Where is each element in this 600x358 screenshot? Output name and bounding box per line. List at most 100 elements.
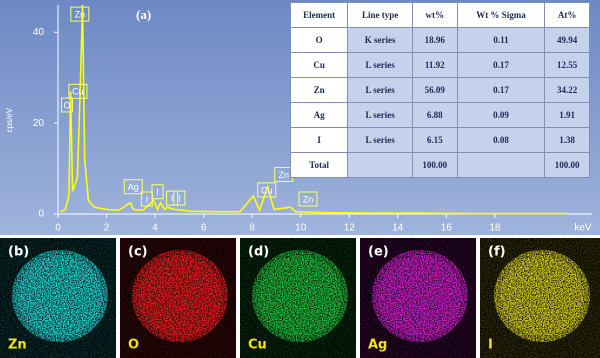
x-tick-label: 14: [392, 223, 404, 234]
annotation: Cu: [261, 185, 273, 195]
maps-panel: (b) Zn (c) O (d) Cu (e) Ag (f) I: [0, 238, 600, 358]
element-map: (d) Cu: [240, 238, 356, 358]
y-tick-label: 0: [38, 209, 44, 220]
element-map: (f) I: [480, 238, 600, 358]
table-cell: 1.91: [544, 102, 590, 128]
y-tick-label: 20: [33, 118, 45, 129]
map-particle-core: [18, 256, 102, 336]
table-cell: 0.11: [456, 27, 546, 53]
table-cell: L series: [347, 77, 413, 103]
table-cell: 0.17: [456, 52, 546, 78]
x-tick-label: 6: [201, 223, 207, 234]
annotation: I: [156, 187, 159, 197]
table-cell: 1.38: [544, 127, 590, 153]
map-element: Ag: [368, 338, 387, 353]
annotation: Cu: [72, 87, 84, 97]
table-cell: [347, 152, 413, 178]
table-cell: Total: [289, 152, 349, 178]
map-label: (f): [488, 245, 506, 260]
table-header-row: Element Line type wt% Wt % Sigma At%: [289, 2, 590, 28]
column-header: Element: [289, 2, 349, 28]
column-header: Line type: [347, 2, 413, 28]
map-element: Zn: [8, 338, 27, 353]
table-row: Total 100.00 100.00: [289, 152, 590, 178]
table-cell: 0.08: [456, 127, 546, 153]
map-label: (c): [128, 245, 148, 260]
annotation: Zn: [303, 194, 314, 204]
x-tick-label: 18: [489, 223, 501, 234]
map-particle-core: [138, 256, 222, 336]
annotation: Ag: [128, 182, 139, 192]
annotation-box: [298, 191, 318, 207]
table-cell: I: [289, 127, 349, 153]
x-tick-label: 16: [441, 223, 453, 234]
element-map: (b) Zn: [0, 238, 116, 358]
annotation-box: [173, 190, 186, 206]
annotation: I: [146, 194, 149, 204]
map-element: O: [128, 338, 139, 353]
x-axis-label: keV: [574, 223, 592, 234]
map-label: (e): [368, 245, 389, 260]
y-tick-label: 40: [33, 27, 45, 38]
annotation: Zn: [278, 170, 289, 180]
x-tick-label: 0: [55, 223, 61, 234]
composition-table: Element Line type wt% Wt % Sigma At% O K serie…: [289, 2, 590, 178]
table-cell: Zn: [289, 77, 349, 103]
spectrum-line: [60, 4, 568, 215]
x-tick-label: 8: [249, 223, 255, 234]
table-cell: 100.00: [544, 152, 590, 178]
column-header: wt%: [411, 2, 458, 28]
table-cell: 34.22: [544, 77, 590, 103]
table-cell: 100.00: [411, 152, 458, 178]
table-cell: [456, 152, 546, 178]
table-row: Cu L series 11.92 0.17 12.55: [289, 52, 590, 78]
panel-label: (a): [136, 7, 151, 22]
annotation-box: [68, 83, 88, 99]
annotation: I: [171, 193, 174, 203]
map-element: Cu: [248, 338, 267, 353]
table-cell: 49.94: [544, 27, 590, 53]
table-cell: L series: [347, 52, 413, 78]
table-cell: Ag: [289, 102, 349, 128]
map-label: (d): [248, 245, 269, 260]
annotation-box: [70, 6, 90, 22]
x-tick-label: 12: [344, 223, 356, 234]
annotation-box: [257, 182, 277, 198]
table-cell: O: [289, 27, 349, 53]
table-cell: 0.17: [456, 77, 546, 103]
annotation: I: [178, 193, 181, 203]
map-element: I: [488, 338, 493, 353]
x-tick-label: 4: [152, 223, 158, 234]
annotation: O: [63, 100, 70, 110]
annotation-box: [60, 97, 73, 113]
table-cell: L series: [347, 127, 413, 153]
map-label: (b): [8, 245, 29, 260]
element-map: (e) Ag: [360, 238, 476, 358]
table-cell: 12.55: [544, 52, 590, 78]
table-cell: 11.92: [411, 52, 458, 78]
x-tick-label: 2: [104, 223, 110, 234]
table-cell: 6.88: [411, 102, 458, 128]
element-map: (c) O: [120, 238, 236, 358]
y-axis-label: cps/eV: [5, 107, 14, 132]
table-cell: 6.15: [411, 127, 458, 153]
table-cell: Cu: [289, 52, 349, 78]
x-tick-label: 10: [295, 223, 307, 234]
table-cell: 18.96: [411, 27, 458, 53]
annotation-box: [166, 190, 179, 206]
table-cell: K series: [347, 27, 413, 53]
map-particle-core: [500, 256, 584, 336]
table-cell: L series: [347, 102, 413, 128]
table-row: Ag L series 6.88 0.09 1.91: [289, 102, 590, 128]
map-particle-core: [378, 256, 462, 336]
table-cell: 56.09: [411, 77, 458, 103]
table-row: Zn L series 56.09 0.17 34.22: [289, 77, 590, 103]
table-cell: 0.09: [456, 102, 546, 128]
annotation: Zn: [75, 9, 86, 19]
annotation-box: [123, 179, 143, 195]
column-header: At%: [544, 2, 590, 28]
annotation-box: [151, 184, 164, 200]
